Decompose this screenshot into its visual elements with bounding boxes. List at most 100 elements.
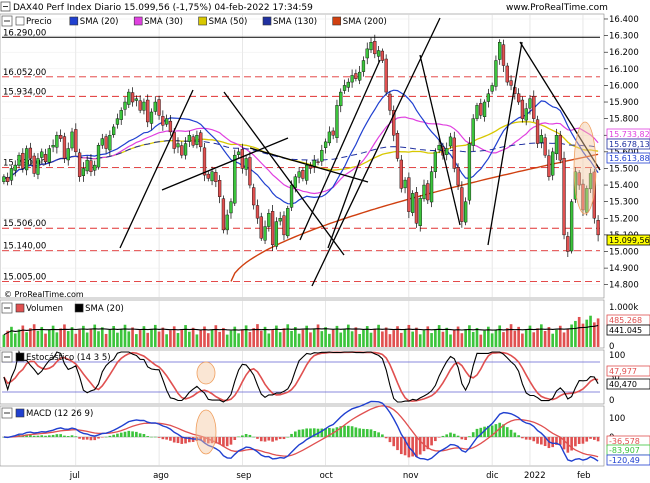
- candle-body: [157, 99, 161, 116]
- candlestick-series: [2, 34, 600, 257]
- macd-hist-bar: [513, 432, 517, 437]
- candle-body: [77, 152, 82, 177]
- volume-bar: [169, 330, 172, 347]
- volume-bar: [426, 326, 430, 347]
- volume-bar: [25, 332, 28, 347]
- macd-hist-bar: [589, 437, 592, 439]
- candle-body: [524, 108, 528, 121]
- stoch-d-line: [3, 351, 599, 402]
- volume-bar: [36, 330, 40, 347]
- time-axis: jul ago sep oct nov dic 2022 feb: [69, 471, 591, 481]
- volume-bar: [241, 329, 244, 347]
- macd-hist-bar: [104, 436, 108, 438]
- macd-hist-bar: [51, 434, 55, 437]
- candle-body: [592, 171, 596, 219]
- volume-bar: [165, 334, 168, 347]
- volume-bar: [176, 333, 180, 347]
- macd-hist-bar: [286, 436, 290, 438]
- volume-bar: [528, 325, 532, 347]
- candle-body: [509, 80, 513, 86]
- macd-hist-bar: [543, 437, 547, 447]
- macd-hist-bar: [490, 425, 494, 437]
- macd-hist-bar: [55, 434, 59, 437]
- candle-body: [24, 148, 29, 171]
- candle-body: [142, 101, 146, 111]
- volume-bar: [407, 324, 411, 347]
- candle-body: [74, 129, 78, 153]
- macd-hist-bar: [47, 435, 51, 437]
- volume-bars: [2, 315, 600, 347]
- volume-bar: [32, 324, 36, 347]
- macd-hist-bar: [354, 427, 358, 437]
- candle-body: [36, 158, 40, 175]
- x-tick-label: sep: [236, 471, 251, 481]
- macd-hist-bar: [203, 437, 206, 443]
- macd-hist-bar: [74, 436, 78, 437]
- candle-body: [62, 136, 67, 159]
- volume-bar: [346, 324, 350, 347]
- volume-bar: [263, 326, 267, 347]
- candle-body: [104, 136, 108, 149]
- volume-bar: [229, 330, 233, 347]
- candle-body: [127, 91, 131, 105]
- candle-body: [172, 132, 176, 149]
- candle-body: [229, 201, 233, 214]
- volume-bar: [324, 327, 327, 347]
- candle-body: [89, 160, 93, 172]
- y-tick-label: 16.400: [609, 15, 639, 25]
- level-label: 16.052,00: [3, 68, 46, 78]
- macd-hist-bar: [320, 428, 324, 437]
- candle-body: [2, 176, 6, 182]
- candle-body: [407, 177, 411, 212]
- candle-body: [21, 152, 25, 169]
- volume-bar: [343, 328, 346, 347]
- candle-body: [596, 220, 600, 236]
- macd-hist-bar: [229, 437, 233, 445]
- macd-hist-bar: [449, 432, 452, 437]
- candle-body: [210, 171, 214, 182]
- volume-bar: [483, 330, 486, 347]
- candle-body: [134, 98, 138, 101]
- candle-body: [486, 93, 490, 102]
- candle-body: [452, 137, 456, 169]
- volume-bar: [293, 326, 297, 347]
- legend-swatch: [332, 16, 342, 26]
- volume-bar: [475, 327, 479, 347]
- candle-body: [339, 91, 343, 107]
- candle-body: [479, 103, 483, 116]
- macd-hist-bar: [116, 433, 119, 437]
- macd-hist-bar: [555, 437, 558, 445]
- candle-body: [17, 154, 21, 166]
- volume-bar: [259, 330, 263, 347]
- candle-body: [547, 155, 551, 177]
- candle-body: [346, 81, 350, 88]
- volume-bar: [10, 326, 13, 347]
- macd-hist-bar: [596, 437, 600, 442]
- legend-swatch: [15, 16, 25, 26]
- candle-body: [501, 44, 506, 66]
- macd-hist-bar: [78, 437, 81, 439]
- candle-body: [108, 135, 112, 151]
- macd-hist-bar: [464, 437, 467, 441]
- macd-hist-bar: [479, 427, 483, 437]
- sma30-line: [3, 116, 599, 195]
- volume-bar: [63, 324, 66, 347]
- candle-body: [112, 126, 116, 135]
- legend-label: SMA (200): [343, 17, 387, 27]
- macd-hist-bar: [558, 437, 562, 445]
- volume-bar: [456, 326, 460, 347]
- volume-bar: [44, 333, 47, 347]
- y-tick-label: 14.900: [609, 264, 639, 274]
- macd-hist-bar: [415, 437, 418, 457]
- legend-label: Precio: [26, 17, 52, 27]
- candle-body: [342, 85, 347, 91]
- volume-bar: [536, 328, 539, 347]
- volume-bar: [524, 329, 528, 347]
- value-tag-text: -36,578: [609, 437, 640, 446]
- moving-average-lines: [3, 89, 599, 282]
- macd-hist-bar: [346, 425, 350, 437]
- candle-body: [297, 171, 301, 178]
- macd-hist-bar: [263, 437, 267, 442]
- x-tick-label: jul: [69, 471, 80, 481]
